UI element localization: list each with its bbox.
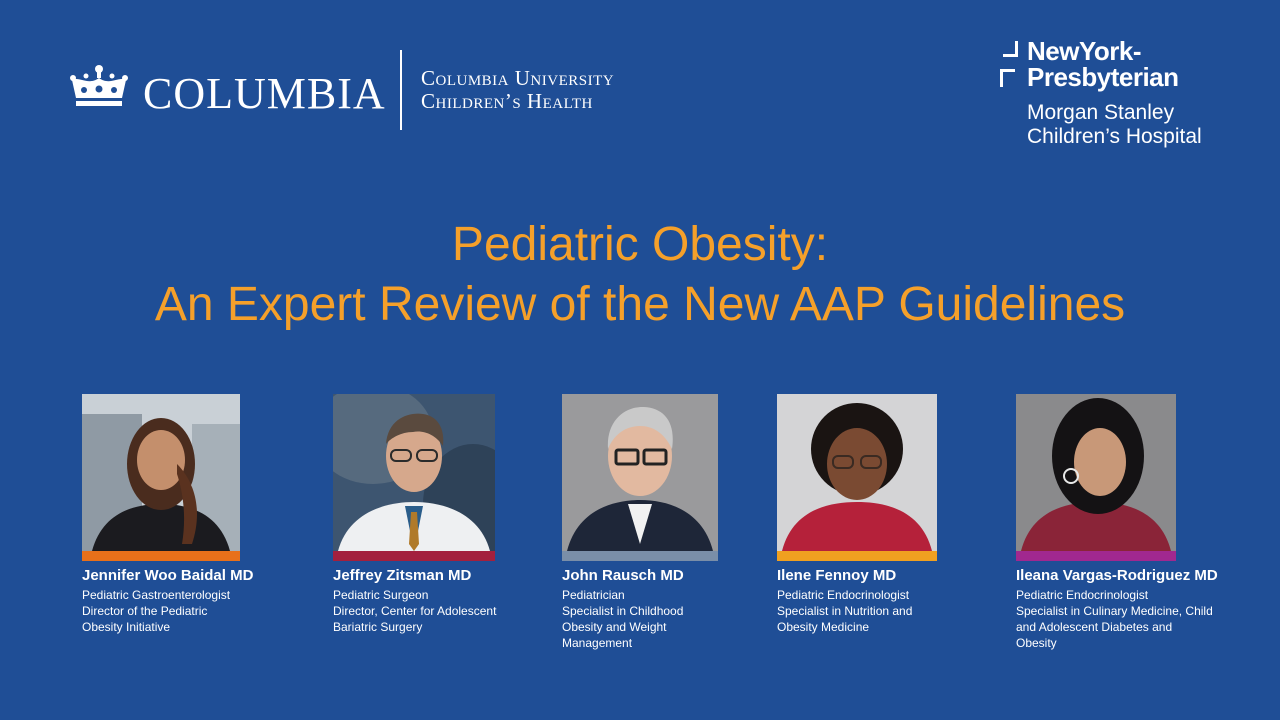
- cuch-line-1: Columbia University: [421, 66, 615, 90]
- speaker-photo: [1016, 394, 1176, 551]
- speaker-name: Jennifer Woo Baidal MD: [82, 567, 254, 584]
- speaker-line: Director of the Pediatric: [82, 604, 208, 618]
- speaker-description: Pediatric Endocrinologist Specialist in …: [777, 587, 937, 635]
- speaker-photo: [333, 394, 495, 551]
- speaker-description: Pediatric Endocrinologist Specialist in …: [1016, 587, 1218, 651]
- speaker-line: Obesity: [1016, 636, 1057, 650]
- nyp-line-2: Presbyterian: [1027, 62, 1179, 92]
- nyp-line-1: NewYork-: [1027, 36, 1141, 66]
- nyp-subtitle: Morgan Stanley Children’s Hospital: [1027, 101, 1202, 149]
- speaker-line: Pediatric Gastroenterologist: [82, 588, 231, 602]
- speaker-accent-bar: [1016, 551, 1176, 561]
- speaker-name: Ilene Fennoy MD: [777, 567, 897, 584]
- speaker-accent-bar: [82, 551, 240, 561]
- speaker-card: Ilene Fennoy MD Pediatric Endocrinologis…: [777, 394, 937, 635]
- page-title: Pediatric Obesity: An Expert Review of t…: [0, 215, 1280, 335]
- speaker-accent-bar: [333, 551, 495, 561]
- nyp-bracket-icon: [1000, 41, 1018, 87]
- cuch-logo-text: Columbia University Children’s Health: [421, 67, 614, 113]
- header-divider: [400, 50, 402, 130]
- speaker-line: Director, Center for Adolescent: [333, 604, 497, 618]
- speaker-name: Jeffrey Zitsman MD: [333, 567, 472, 584]
- speaker-line: Specialist in Nutrition and: [777, 604, 913, 618]
- nyp-sub-line-1: Morgan Stanley: [1027, 101, 1175, 124]
- speaker-line: Pediatrician: [562, 588, 625, 602]
- speaker-line: and Adolescent Diabetes and: [1016, 620, 1173, 634]
- speaker-card: John Rausch MD Pediatrician Specialist i…: [562, 394, 718, 651]
- speaker-accent-bar: [562, 551, 718, 561]
- speaker-line: Obesity Medicine: [777, 620, 870, 634]
- speaker-description: Pediatric Surgeon Director, Center for A…: [333, 587, 496, 635]
- speaker-line: Management: [562, 636, 633, 650]
- speaker-name: John Rausch MD: [562, 567, 684, 584]
- speaker-line: Specialist in Childhood: [562, 604, 684, 618]
- nyp-sub-line-2: Children’s Hospital: [1027, 125, 1202, 148]
- speaker-accent-bar: [777, 551, 937, 561]
- speaker-card: Jennifer Woo Baidal MD Pediatric Gastroe…: [82, 394, 253, 635]
- speaker-photo: [777, 394, 937, 551]
- speaker-line: Specialist in Culinary Medicine, Child: [1016, 604, 1213, 618]
- speaker-name: Ileana Vargas-Rodriguez MD: [1016, 567, 1218, 584]
- speaker-description: Pediatric Gastroenterologist Director of…: [82, 587, 253, 635]
- columbia-wordmark: COLUMBIA: [143, 69, 386, 118]
- speaker-photo: [562, 394, 718, 551]
- speaker-card: Ileana Vargas-Rodriguez MD Pediatric End…: [1016, 394, 1218, 651]
- speaker-description: Pediatrician Specialist in Childhood Obe…: [562, 587, 718, 651]
- speaker-line: Pediatric Surgeon: [333, 588, 429, 602]
- title-line-2: An Expert Review of the New AAP Guidelin…: [154, 278, 1126, 331]
- speaker-card: Jeffrey Zitsman MD Pediatric Surgeon Dir…: [333, 394, 496, 635]
- columbia-crown-logo: [70, 65, 128, 106]
- nyp-wordmark: NewYork- Presbyterian: [1027, 38, 1179, 90]
- speaker-line: Pediatric Endocrinologist: [1016, 588, 1149, 602]
- speaker-line: Bariatric Surgery: [333, 620, 423, 634]
- speaker-line: Obesity and Weight: [562, 620, 667, 634]
- speaker-line: Obesity Initiative: [82, 620, 171, 634]
- speaker-photo: [82, 394, 240, 551]
- cuch-line-2: Children’s Health: [421, 89, 593, 113]
- title-line-1: Pediatric Obesity:: [451, 218, 829, 271]
- speaker-line: Pediatric Endocrinologist: [777, 588, 910, 602]
